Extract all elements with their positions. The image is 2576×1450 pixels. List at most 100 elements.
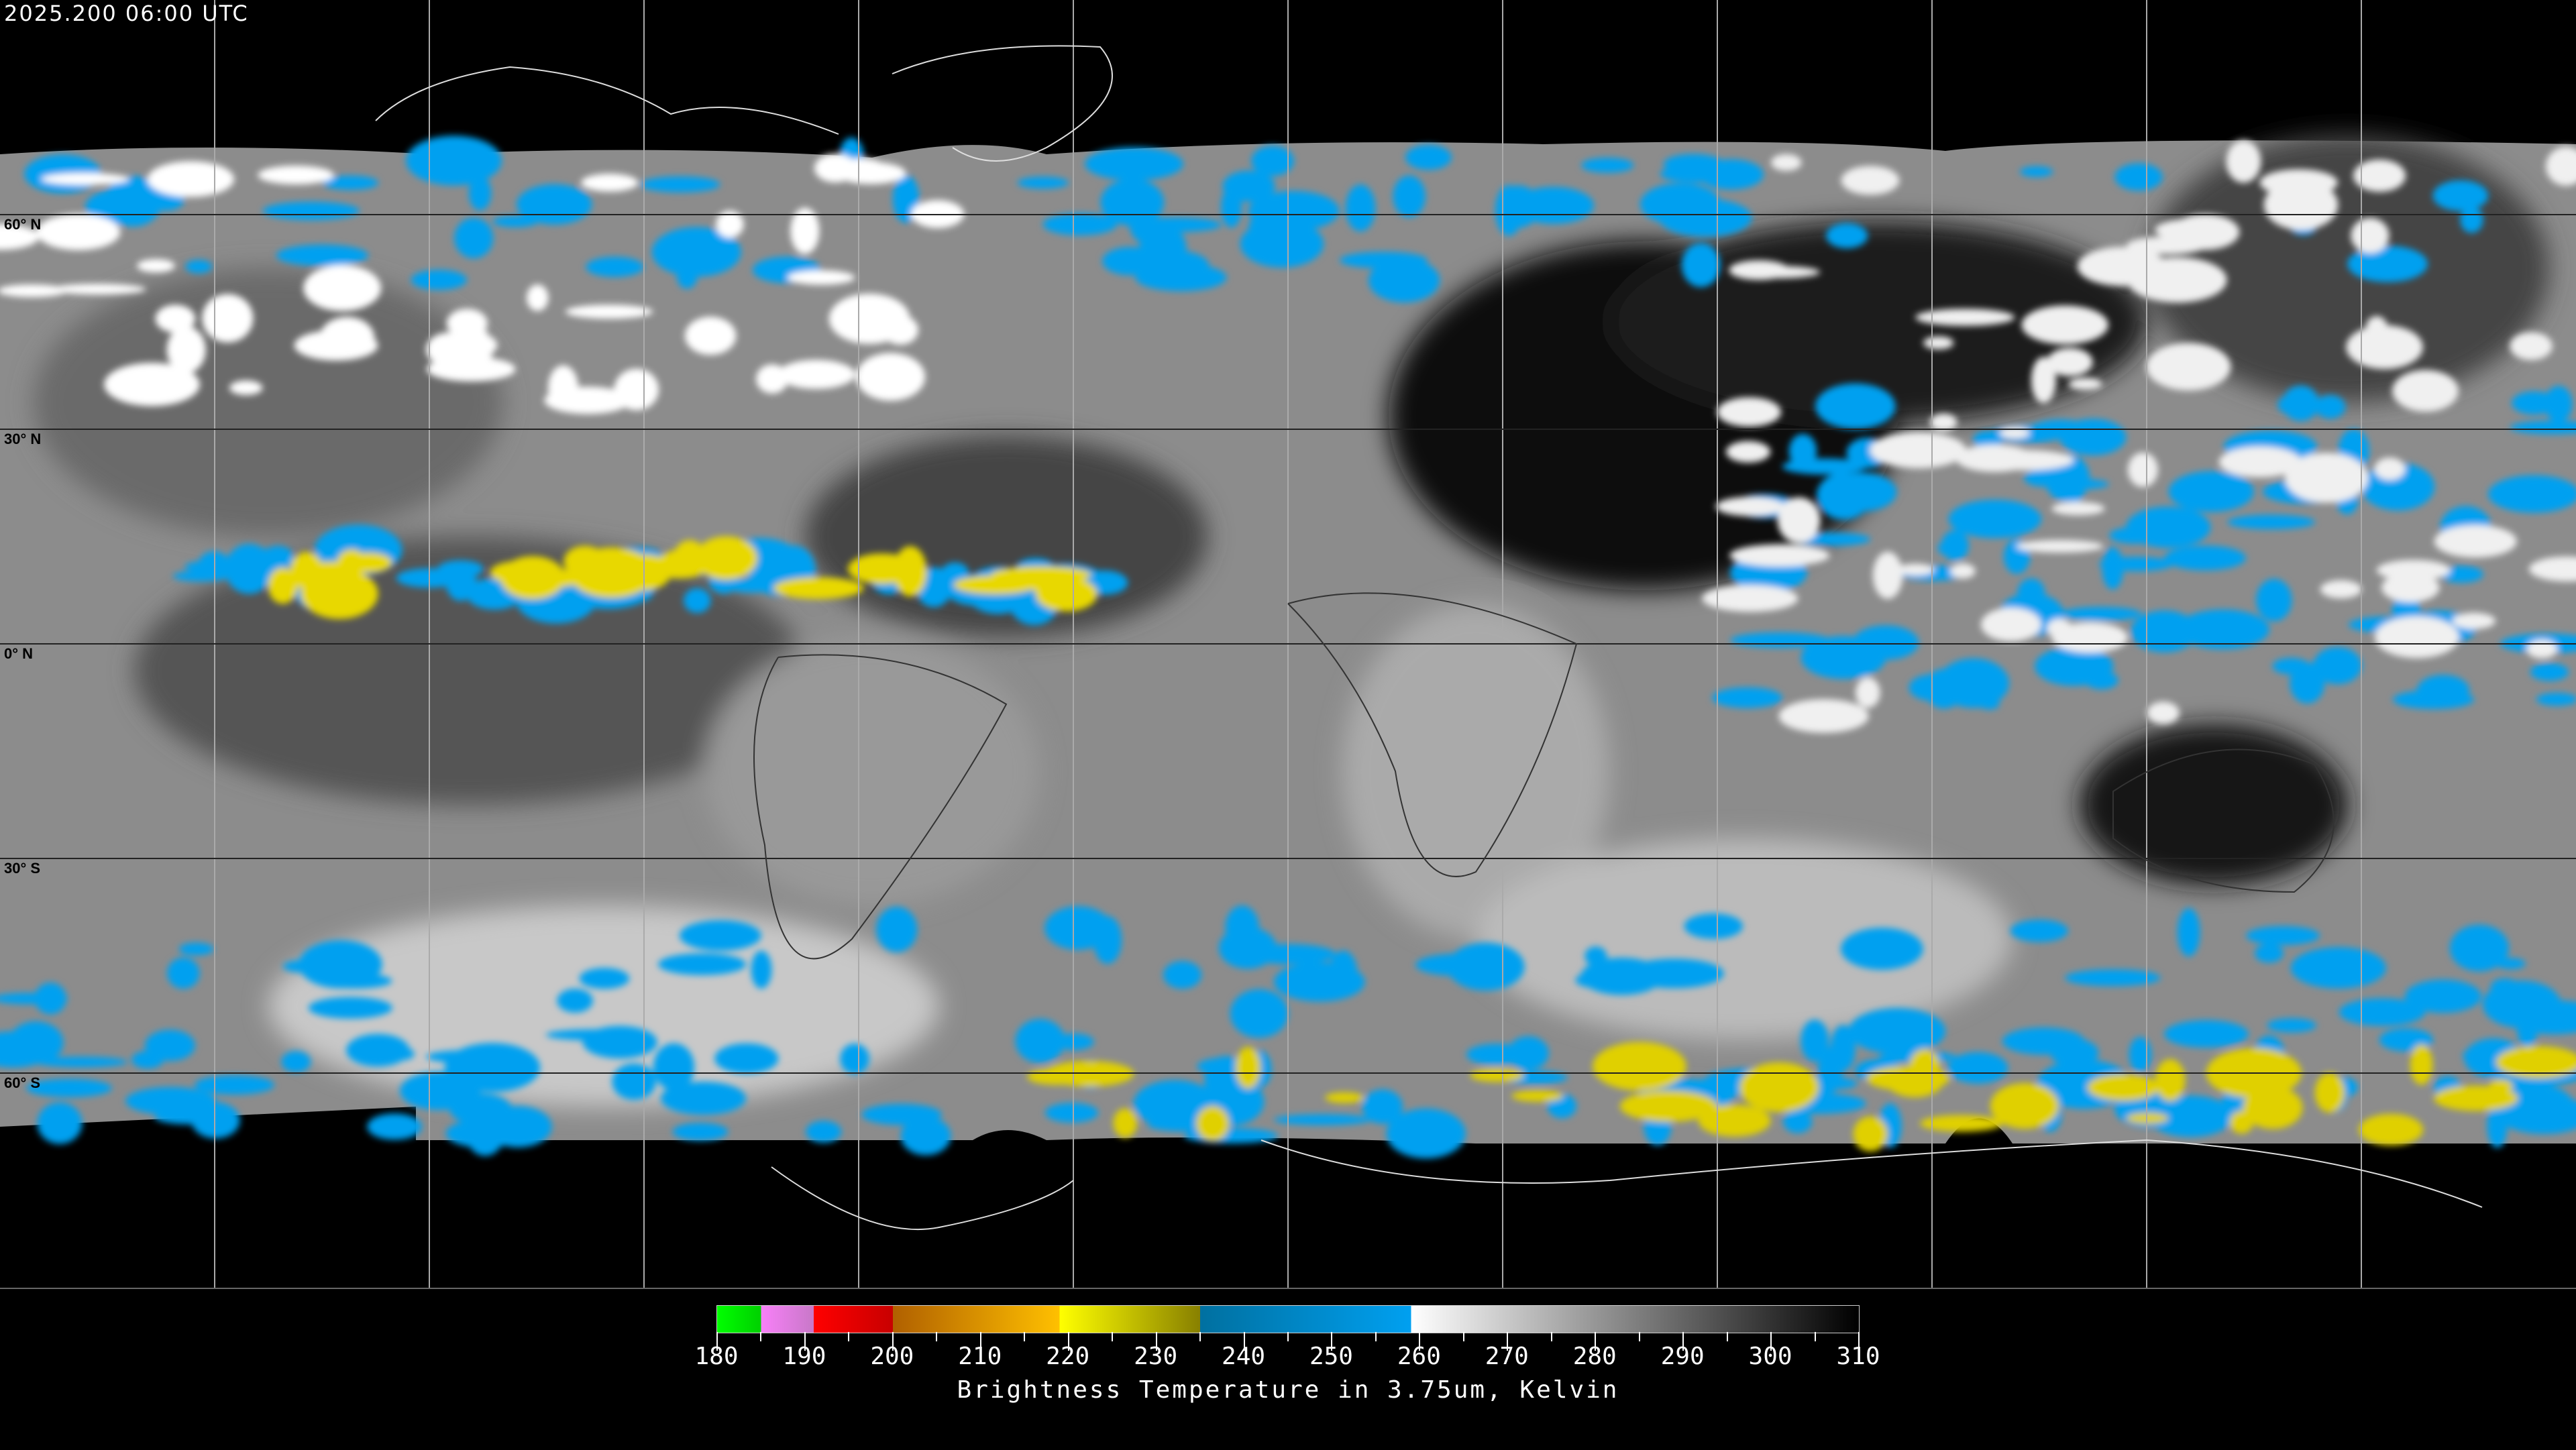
cloud-patch (2546, 146, 2576, 186)
colorbar-tick (1638, 1332, 1640, 1341)
colorbar-tick-label: 260 (1397, 1343, 1441, 1370)
cloud-patch (1163, 960, 1202, 989)
cloud-patch (281, 1050, 311, 1073)
cloud-patch (1036, 577, 1097, 612)
colorbar-tick (1375, 1332, 1377, 1341)
cloud-patch (676, 263, 698, 289)
cloud-patch (262, 545, 294, 570)
cloud-patch (1702, 585, 1799, 612)
colorbar-tick-label: 210 (958, 1343, 1002, 1370)
colorbar-tick-label: 270 (1485, 1343, 1529, 1370)
cloud-patch (1973, 431, 2003, 449)
cloud-patch (1801, 1019, 1829, 1062)
cloud-patch (1725, 441, 1771, 463)
colorbar-panel: 180 190 200 210 220 230 240 250 260 270 280 290 300 3… (0, 1288, 2576, 1450)
cloud-patch (806, 1120, 842, 1143)
cloud-patch (2176, 609, 2269, 649)
cloud-patch (2439, 565, 2483, 583)
cloud-patch (2347, 245, 2428, 282)
cloud-patch (1866, 1066, 1950, 1091)
cloud-patch (2147, 702, 2180, 724)
cloud-patch (1770, 154, 1802, 171)
cloud-patch (856, 353, 926, 401)
cloud-patch (2497, 1095, 2576, 1134)
cloud-patch (1044, 906, 1112, 950)
cloud-patch (1580, 158, 1634, 173)
cloud-patch (1325, 1092, 1364, 1103)
cloud-patch (2084, 671, 2118, 689)
cloud-patch (2510, 332, 2553, 360)
colorbar-tick-label: 300 (1748, 1343, 1792, 1370)
cloud-patch (299, 940, 382, 989)
cloud-patch (454, 217, 494, 259)
cloud-patch (694, 536, 757, 580)
cloud-patch (2267, 1018, 2316, 1033)
cloud-patch (1042, 213, 1118, 235)
cloud-patch (1777, 497, 1821, 543)
colorbar-tick-label: 200 (870, 1343, 914, 1370)
cloud-patch (1856, 677, 1880, 708)
lat-label-0: 0° N (4, 645, 34, 662)
colorbar-tick (936, 1332, 938, 1341)
colorbar-tick (1726, 1332, 1728, 1341)
cloud-patch (41, 172, 129, 185)
cloud-patch (840, 1043, 869, 1074)
cloud-patch (1739, 1062, 1819, 1113)
cloud-patch (2155, 1059, 2186, 1101)
colorbar-tick-label: 290 (1660, 1343, 1705, 1370)
cloud-patch (1937, 658, 2009, 708)
cloud-patch (367, 1113, 423, 1140)
cloud-patch (876, 906, 918, 952)
cloud-patch (2229, 1111, 2254, 1134)
colorbar-tick-label: 310 (1836, 1343, 1880, 1370)
cloud-patch (1405, 144, 1452, 170)
cloud-patch (2164, 545, 2246, 571)
cloud-patch (1717, 397, 1782, 427)
cloud-patch (426, 356, 516, 382)
cloud-patch (1113, 1108, 1138, 1138)
cloud-patch (178, 942, 214, 956)
colorbar-tick (804, 1332, 806, 1351)
colorbar-tick (1595, 1332, 1597, 1351)
cloud-patch (34, 983, 66, 1015)
cloud-patch (2059, 419, 2127, 455)
lat-label-60n: 60° N (4, 216, 42, 233)
cloud-patch (2021, 305, 2108, 345)
cloud-patch (1139, 224, 1187, 273)
cloud-patch (2544, 386, 2573, 423)
cloud-patch (0, 284, 67, 298)
brightness-region (704, 637, 1040, 905)
cloud-patch (2314, 394, 2346, 419)
cloud-patch (166, 326, 206, 374)
cloud-patch (1977, 449, 2074, 471)
cloud-patch (2416, 675, 2470, 706)
cloud-patch (1236, 1046, 1261, 1089)
cloud-patch (262, 201, 360, 221)
cloud-patch (2516, 1002, 2538, 1048)
cloud-patch (258, 166, 334, 184)
colorbar (716, 1305, 1860, 1333)
cloud-patch (2392, 370, 2459, 412)
cloud-patch (2164, 1020, 2249, 1048)
cloud-patch (1923, 336, 1954, 349)
colorbar-tick (892, 1332, 894, 1351)
cloud-patch (683, 588, 711, 614)
cloud-patch (1929, 413, 1957, 431)
cloud-patch (2129, 1036, 2151, 1072)
cloud-patch (147, 161, 235, 197)
cloud-patch (2410, 1044, 2433, 1085)
cloud-patch (2218, 446, 2302, 478)
cloud-patch (847, 553, 916, 584)
cloud-patch (2059, 606, 2142, 621)
cloud-patch (2127, 236, 2208, 255)
colorbar-tick (1112, 1332, 1114, 1341)
cloud-patch (2536, 692, 2576, 706)
colorbar-tick (979, 1332, 981, 1351)
cloud-patch (1393, 175, 1426, 217)
cloud-patch (1815, 383, 1896, 429)
cloud-patch (1135, 264, 1227, 292)
cloud-patch (685, 317, 737, 355)
cloud-patch (2041, 478, 2110, 490)
cloud-patch (1619, 1091, 1717, 1122)
cloud-patch (1950, 563, 1976, 579)
